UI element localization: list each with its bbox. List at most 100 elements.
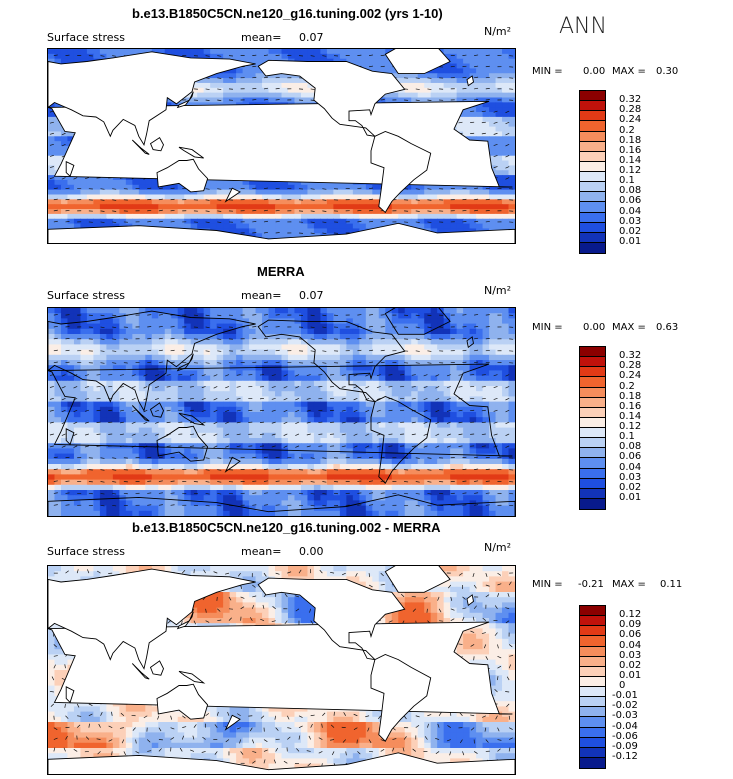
- field-cell: [99, 184, 107, 191]
- field-cell: [262, 87, 270, 94]
- field-cell: [210, 328, 218, 335]
- field-cell: [320, 308, 328, 314]
- field-cell: [86, 209, 95, 215]
- field-cell: [352, 318, 360, 325]
- field-cell: [502, 370, 510, 377]
- field-cell: [268, 189, 276, 196]
- field-cell: [281, 386, 289, 392]
- field-cell: [339, 391, 347, 397]
- wind-vector: [100, 199, 105, 201]
- field-cell: [125, 354, 133, 361]
- field-cell: [216, 308, 224, 314]
- field-cell: [216, 213, 224, 220]
- field-cell: [352, 213, 360, 220]
- field-cell: [216, 370, 224, 377]
- field-cell: [93, 323, 101, 330]
- field-cell: [151, 354, 159, 361]
- field-cell: [242, 87, 250, 94]
- field-cell: [489, 189, 497, 196]
- field-cell: [495, 308, 503, 314]
- field-cell: [482, 209, 490, 215]
- field-cell: [112, 391, 120, 397]
- field-cell: [450, 401, 458, 408]
- field-cell: [430, 339, 438, 345]
- field-cell: [443, 380, 451, 387]
- field-cell: [281, 323, 289, 330]
- field-cell: [437, 82, 445, 89]
- field-cell: [54, 213, 62, 220]
- field-cell: [197, 97, 205, 103]
- field-cell: [476, 380, 484, 387]
- field-cell: [333, 380, 341, 387]
- field-cell: [450, 53, 458, 60]
- field-cell: [236, 53, 244, 60]
- field-cell: [93, 401, 101, 408]
- field-cell: [287, 87, 296, 94]
- field-cell: [391, 365, 399, 371]
- field-cell: [73, 189, 82, 196]
- field-cell: [54, 218, 62, 225]
- field-cell: [255, 73, 263, 79]
- field-cell: [430, 328, 438, 335]
- field-cell: [398, 365, 406, 371]
- field-cell: [54, 53, 62, 60]
- field-cell: [236, 386, 244, 392]
- field-cell: [223, 87, 231, 94]
- wind-vector: [357, 221, 362, 223]
- field-cell: [190, 92, 198, 99]
- field-cell: [430, 349, 438, 356]
- field-cell: [326, 339, 334, 345]
- field-cell: [54, 334, 62, 340]
- field-cell: [417, 401, 425, 408]
- field-cell: [320, 328, 328, 335]
- field-cell: [495, 150, 503, 157]
- field-cell: [365, 344, 373, 351]
- field-cell: [411, 92, 419, 99]
- field-cell: [320, 199, 328, 205]
- field-cell: [385, 401, 393, 408]
- field-cell: [99, 391, 107, 397]
- field-cell: [430, 228, 438, 234]
- field-cell: [411, 218, 419, 225]
- field-cell: [326, 328, 334, 335]
- field-cell: [469, 73, 477, 79]
- field-cell: [184, 380, 192, 387]
- field-cell: [119, 349, 127, 356]
- field-cell: [430, 334, 438, 340]
- field-cell: [262, 380, 270, 387]
- field-cell: [294, 386, 302, 392]
- wind-vector: [357, 198, 362, 201]
- field-cell: [236, 334, 244, 340]
- field-cell: [281, 318, 289, 325]
- field-cell: [216, 339, 224, 345]
- field-cell: [300, 92, 309, 99]
- field-cell: [106, 344, 114, 351]
- field-cell: [73, 53, 82, 60]
- field-cell: [80, 391, 88, 397]
- field-cell: [73, 318, 82, 325]
- field-cell: [307, 354, 315, 361]
- field-cell: [229, 82, 237, 89]
- field-cell: [242, 97, 250, 103]
- field-cell: [132, 184, 140, 191]
- wind-vector: [380, 99, 385, 101]
- field-cell: [287, 380, 296, 387]
- field-cell: [456, 204, 464, 210]
- field-cell: [249, 189, 257, 196]
- field-cell: [119, 179, 127, 186]
- field-cell: [489, 78, 497, 84]
- field-cell: [443, 344, 451, 351]
- field-cell: [106, 349, 114, 356]
- field-cell: [80, 365, 88, 371]
- field-cell: [268, 365, 276, 371]
- field-cell: [125, 308, 133, 314]
- field-cell: [352, 375, 360, 382]
- wind-vector: [217, 210, 222, 212]
- field-cell: [463, 189, 471, 196]
- field-cell: [210, 97, 218, 103]
- wind-vector: [49, 155, 54, 157]
- field-cell: [106, 323, 114, 330]
- field-cell: [424, 87, 432, 94]
- field-cell: [476, 375, 484, 382]
- wind-vector: [462, 54, 467, 56]
